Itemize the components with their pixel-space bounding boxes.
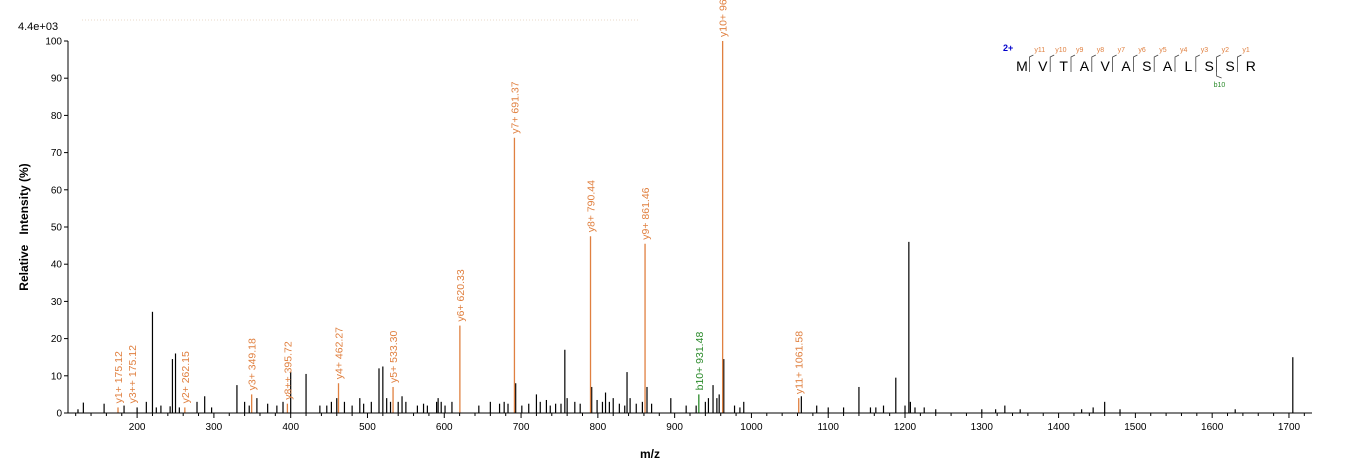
peak-label: y11+ 1061.58	[794, 331, 806, 394]
x-tick-label: 900	[666, 422, 683, 433]
y-ion-label: y11	[1034, 47, 1045, 54]
y-tick-label: 90	[51, 74, 63, 85]
x-tick-label: 1100	[817, 422, 839, 433]
x-tick-label: 200	[129, 422, 146, 433]
x-tick-label: 600	[436, 422, 453, 433]
y-ion-bracket	[1070, 54, 1076, 72]
y-ion-label: y8	[1097, 47, 1105, 54]
peak-label: y8+ 790.44	[586, 180, 598, 232]
y-ion-label: y5	[1159, 47, 1167, 54]
y-ion-bracket	[1195, 54, 1200, 72]
y-tick-label: 60	[51, 185, 63, 196]
peak-label: y2+ 262.15	[180, 351, 192, 403]
x-axis-title: m/z	[640, 447, 660, 461]
y-ion-bracket	[1153, 54, 1159, 72]
y-ion-bracket	[1029, 54, 1034, 72]
sequence-residue: M	[1016, 58, 1028, 74]
sequence-residue: A	[1163, 58, 1173, 74]
y-tick-label: 70	[51, 148, 63, 159]
y-ion-bracket	[1133, 54, 1138, 72]
x-tick-label: 1400	[1047, 422, 1070, 433]
y-tick-label: 10	[51, 371, 63, 382]
x-tick-label: 300	[206, 422, 223, 433]
y-tick-label: 80	[51, 111, 63, 122]
y-tick-label: 30	[51, 297, 63, 308]
peak-label: y8++ 395.72	[282, 341, 294, 400]
peak-label: y9+ 861.46	[640, 187, 652, 239]
max-intensity-label: 4.4e+03	[18, 21, 58, 33]
x-tick-label: 700	[513, 422, 530, 433]
sequence-residue: A	[1121, 58, 1131, 74]
y-ion-label: y10	[1055, 47, 1066, 54]
peak-label: y3++ 175.12	[127, 345, 139, 404]
y-ion-bracket	[1049, 54, 1055, 72]
y-ion-label: y3	[1201, 47, 1209, 54]
sequence-residue: S	[1205, 58, 1214, 74]
axis-ticks: 0 10 20 30 40 50 60 70 80 90 100 200 300 400 500 600 700…	[45, 37, 1305, 433]
y-tick-label: 0	[56, 409, 62, 420]
y-tick-label: 100	[45, 37, 62, 48]
peak-label: b10+ 931.48	[694, 332, 706, 391]
axes	[67, 41, 1312, 414]
sequence-residue: S	[1225, 58, 1234, 74]
sequence-residue: V	[1101, 58, 1111, 74]
unassigned-peaks	[77, 241, 1294, 413]
sequence-residue: T	[1059, 58, 1068, 74]
y-ion-label: y2	[1222, 47, 1230, 54]
peak-label: y1+ 175.12	[113, 351, 125, 403]
y-ion-label: y6	[1138, 47, 1146, 54]
b-ion-bracket	[1216, 60, 1222, 79]
peak-label: y6+ 620.33	[455, 269, 467, 321]
x-tick-label: 500	[359, 422, 376, 433]
x-tick-label: 1300	[971, 422, 994, 433]
sequence-residue: V	[1038, 58, 1048, 74]
x-tick-label: 1700	[1278, 422, 1301, 433]
peak-label: y10+ 962.5	[718, 0, 730, 37]
sequence-residue: R	[1246, 58, 1256, 74]
peak-label: y3+ 349.18	[247, 338, 259, 390]
y-ion-bracket	[1112, 54, 1117, 72]
sequence-residue: A	[1080, 58, 1090, 74]
sequence-residue: L	[1185, 58, 1193, 74]
sequence-residue: S	[1142, 58, 1151, 74]
y-ion-bracket	[1174, 54, 1180, 72]
y-ion-label: y9	[1076, 47, 1084, 54]
y-ion-bracket	[1237, 54, 1242, 72]
y-ion-label: y1	[1242, 47, 1250, 54]
y-axis-title: Relative Intensity (%)	[17, 163, 31, 290]
peak-label: y7+ 691.37	[509, 81, 521, 133]
y-ion-label: y7	[1118, 47, 1126, 54]
y-tick-label: 50	[51, 223, 63, 234]
x-tick-label: 400	[282, 422, 299, 433]
peak-label: y5+ 533.30	[388, 331, 400, 383]
b-ion-label: b10	[1214, 82, 1226, 89]
x-tick-label: 1200	[894, 422, 917, 433]
y-ion-label: y4	[1180, 47, 1188, 54]
annotated-peaks: y1+ 175.12 y3++ 175.12 y2+ 262.15 y3+ 349.1…	[113, 0, 806, 413]
x-tick-label: 800	[590, 422, 607, 433]
peak-label: y4+ 462.27	[334, 327, 346, 379]
y-ion-bracket	[1091, 54, 1096, 72]
x-tick-label: 1000	[740, 422, 763, 433]
y-tick-label: 20	[51, 334, 63, 345]
x-tick-label: 1500	[1124, 422, 1147, 433]
y-tick-label: 40	[51, 260, 63, 271]
x-tick-label: 1600	[1201, 422, 1224, 433]
charge-state: 2+	[1003, 43, 1013, 53]
